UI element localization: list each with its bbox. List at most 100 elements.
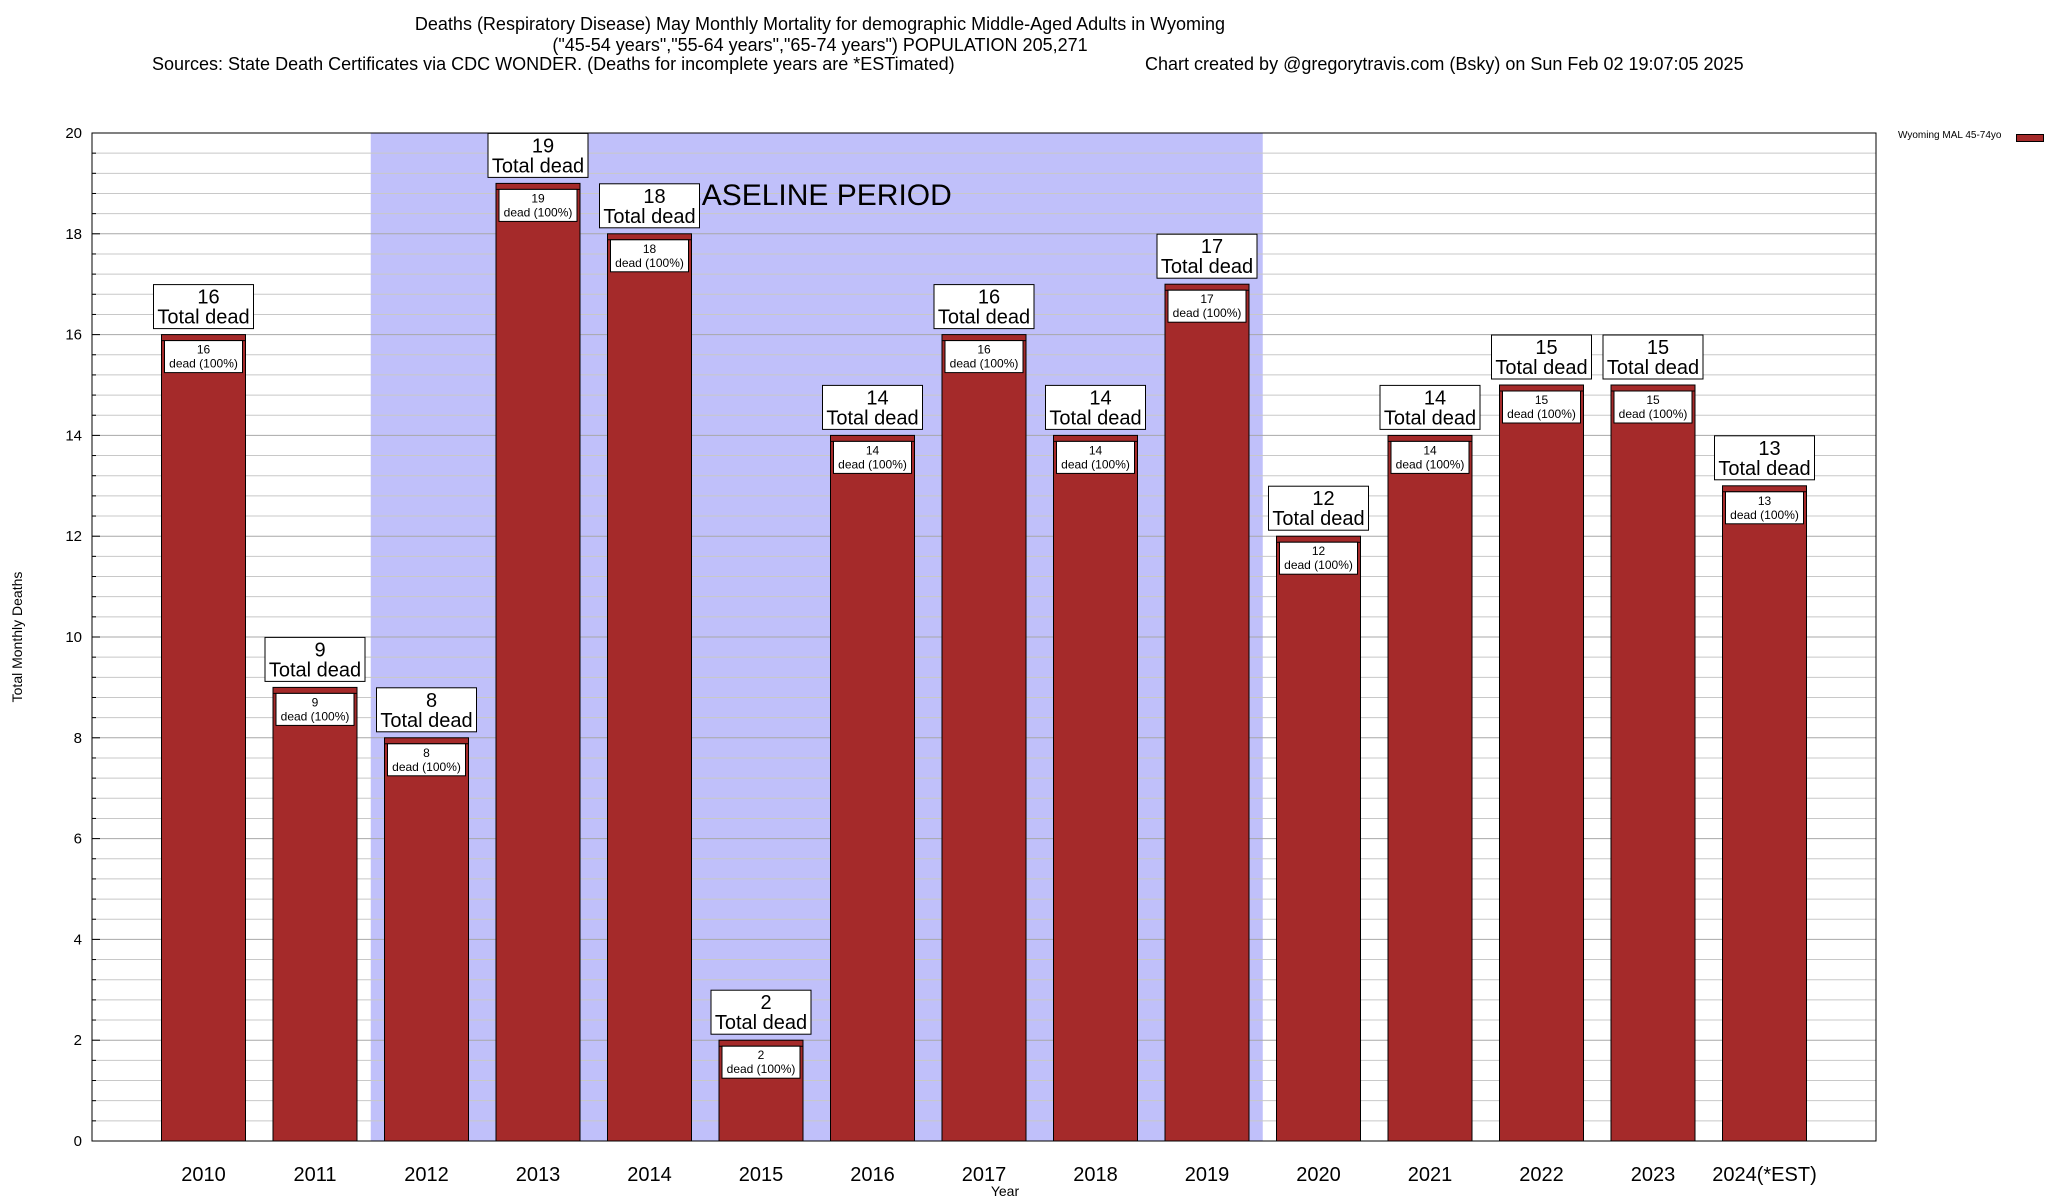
baseline-label: BASELINE PERIOD	[682, 179, 952, 212]
y-axis-label: Total Monthly Deaths	[9, 572, 25, 703]
bar-total-label-box	[487, 132, 589, 178]
x-tick-label: 2019	[1185, 1164, 1230, 1186]
bar-inner-label-box	[1167, 289, 1247, 323]
bar-inner-percent: dead (100%)	[727, 1062, 796, 1076]
bar-total-value: 8	[426, 690, 437, 712]
bar-total-label-box	[1045, 384, 1146, 430]
x-tick-label: 2021	[1408, 1164, 1453, 1186]
bar-inner-label-box	[1279, 541, 1358, 575]
bar-inner-value: 12	[1312, 544, 1326, 558]
bar	[830, 434, 915, 1142]
bar-total-caption: Total dead	[715, 1012, 807, 1034]
y-tick-label: 20	[65, 125, 82, 142]
bar-inner-label-box	[610, 239, 689, 273]
bar-total-caption: Total dead	[380, 710, 472, 732]
bar-inner-percent: dead (100%)	[392, 760, 461, 774]
y-tick-label: 4	[74, 931, 82, 948]
bar	[1276, 535, 1361, 1142]
bar	[384, 737, 469, 1142]
bar-inner-value: 14	[1423, 443, 1437, 457]
bar-total-caption: Total dead	[1718, 458, 1810, 480]
bar-total-label-box	[822, 384, 923, 430]
bar-inner-value: 15	[1535, 393, 1549, 407]
bar-total-label-box	[1714, 435, 1815, 481]
bar-inner-percent: dead (100%)	[1396, 457, 1465, 471]
bar-total-value: 18	[643, 186, 665, 208]
bar-inner-value: 8	[423, 746, 430, 760]
bar-total-caption: Total dead	[492, 155, 584, 177]
bar-inner-percent: dead (100%)	[504, 205, 573, 219]
bar-total-caption: Total dead	[157, 307, 249, 329]
chart-sources: Sources: State Death Certificates via CD…	[152, 54, 955, 74]
x-tick-label: 2018	[1073, 1164, 1118, 1186]
bar-total-label-box	[1379, 384, 1481, 430]
chart-subtitle: ("45-54 years","55-64 years","65-74 year…	[552, 35, 1088, 55]
bar-total-value: 14	[1089, 387, 1111, 409]
bar-total-value: 2	[760, 992, 771, 1014]
y-tick-label: 12	[65, 528, 82, 545]
bar-inner-value: 19	[531, 191, 545, 205]
bar-total-label-box	[1602, 334, 1704, 380]
bar-total-label-box	[264, 636, 366, 682]
bar-inner-value: 17	[1200, 292, 1214, 306]
bar-total-caption: Total dead	[1049, 407, 1141, 429]
bar-total-caption: Total dead	[269, 659, 361, 681]
y-tick-label: 6	[74, 831, 82, 848]
x-tick-label: 2016	[850, 1164, 895, 1186]
bar	[1053, 434, 1138, 1142]
x-axis-label: Year	[991, 1183, 1020, 1199]
bar-inner-percent: dead (100%)	[1173, 306, 1242, 320]
bar-inner-label-box	[721, 1045, 801, 1079]
bar-inner-label-box	[275, 692, 355, 726]
bar	[1610, 384, 1696, 1142]
bar-inner-percent: dead (100%)	[838, 457, 907, 471]
bar-total-value: 9	[314, 639, 325, 661]
bar-total-caption: Total dead	[1495, 357, 1587, 379]
bar-total-value: 12	[1312, 488, 1334, 510]
bar-total-caption: Total dead	[938, 307, 1030, 329]
bar	[272, 686, 358, 1142]
bar-total-label-box	[710, 989, 812, 1035]
bar-total-value: 17	[1201, 236, 1223, 258]
x-tick-label: 2011	[293, 1164, 336, 1186]
bar-inner-value: 14	[1089, 443, 1103, 457]
bar-total-value: 16	[978, 287, 1000, 309]
bar-total-caption: Total dead	[1272, 508, 1364, 530]
bar-inner-label-box	[944, 340, 1024, 374]
bar-inner-label-box	[1390, 440, 1470, 474]
y-tick-label: 10	[65, 629, 82, 646]
y-tick-label: 0	[74, 1133, 82, 1150]
bar-inner-percent: dead (100%)	[1619, 407, 1688, 421]
bar	[1164, 283, 1250, 1142]
bar-total-label-box	[1491, 334, 1592, 380]
bar-inner-value: 14	[866, 443, 880, 457]
x-tick-label: 2013	[516, 1164, 561, 1186]
bar-total-value: 19	[532, 135, 554, 157]
bar-inner-percent: dead (100%)	[615, 256, 684, 270]
bar-total-value: 13	[1758, 438, 1780, 460]
x-tick-label: 2023	[1631, 1164, 1676, 1186]
bar-total-caption: Total dead	[1161, 256, 1253, 278]
legend-label: Wyoming MAL 45-74yo	[1898, 130, 2002, 141]
bar-inner-percent: dead (100%)	[1284, 558, 1353, 572]
bar-inner-value: 9	[312, 695, 319, 709]
y-tick-label: 14	[65, 427, 82, 444]
y-tick-label: 18	[65, 226, 82, 243]
bar	[1722, 485, 1807, 1142]
bar	[607, 233, 692, 1142]
bar-inner-label-box	[164, 340, 243, 374]
bar-inner-value: 15	[1646, 393, 1660, 407]
bar-inner-label-box	[498, 188, 578, 222]
bar	[1387, 434, 1473, 1142]
bar-total-label-box	[1268, 485, 1369, 531]
bar-inner-percent: dead (100%)	[281, 709, 350, 723]
x-tick-label: 2020	[1296, 1164, 1341, 1186]
bar-total-label-box	[376, 687, 477, 733]
bar-inner-percent: dead (100%)	[950, 357, 1019, 371]
bar-inner-label-box	[387, 743, 466, 777]
y-tick-label: 8	[74, 730, 82, 747]
bar-inner-percent: dead (100%)	[169, 357, 238, 371]
bar-total-label-box	[599, 183, 700, 229]
legend-swatch	[2016, 134, 2044, 142]
bar	[941, 334, 1027, 1142]
